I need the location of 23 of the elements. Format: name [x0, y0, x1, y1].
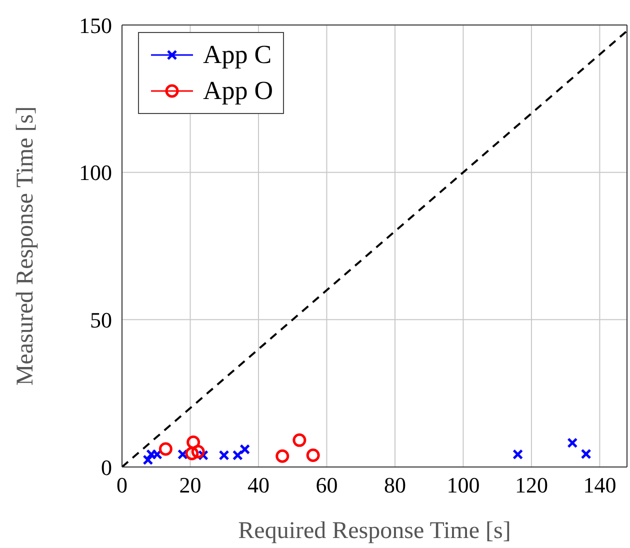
point: [306, 448, 320, 462]
legend-label: App C: [203, 40, 272, 70]
x-axis-title: Required Response Time [s]: [238, 518, 511, 544]
x-tick-label: 120: [514, 472, 548, 498]
x-tick-label: 60: [316, 472, 338, 498]
y-tick-label: 100: [79, 160, 112, 186]
point: [292, 433, 306, 447]
x-tick-label: 80: [384, 472, 406, 498]
point: [186, 436, 200, 449]
point: [276, 449, 290, 463]
y-tick-label: 0: [101, 454, 112, 480]
point: [158, 442, 172, 456]
legend-label: App O: [203, 76, 274, 106]
x-tick-label: 20: [179, 472, 202, 498]
x-tick-label: 100: [446, 472, 480, 498]
x-tick-label: 140: [583, 472, 616, 498]
point: [185, 446, 199, 460]
x-tick-label: 40: [247, 472, 270, 498]
y-axis-title: Measured Response Time [s]: [12, 106, 39, 386]
y-tick-label: 50: [90, 307, 112, 332]
x-tick-label: 0: [116, 472, 128, 498]
y-tick-label: 150: [79, 12, 112, 38]
point: [191, 444, 205, 458]
